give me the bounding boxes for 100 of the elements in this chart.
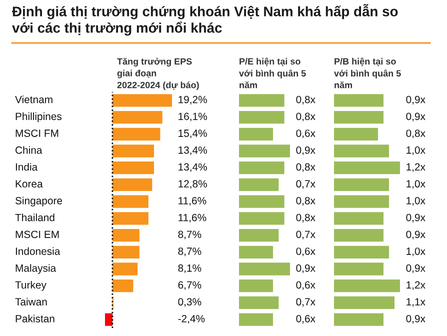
data-label: 6,7% <box>178 281 202 290</box>
data-label: 1,2x <box>406 281 426 290</box>
bar <box>239 195 284 208</box>
bar <box>334 110 384 124</box>
bar <box>239 178 279 192</box>
bar <box>239 262 290 276</box>
data-label: 0,8x <box>296 163 316 172</box>
bar <box>112 94 172 107</box>
bar <box>239 162 284 174</box>
data-label: 0,6x <box>296 281 316 290</box>
data-label: 0,3% <box>178 298 202 307</box>
y-tick-label: Thailand <box>15 214 54 222</box>
bar <box>112 280 134 292</box>
data-label: 0,8x <box>296 96 316 104</box>
data-label: 0,8x <box>296 214 316 222</box>
bar <box>239 212 284 225</box>
data-label: 0,9x <box>406 264 426 274</box>
text: Định giá thị trường chứng khoán Việt Nam khá hấp dẫn so với các thị trường mới nổi khác <box>12 4 398 36</box>
bar <box>334 280 400 292</box>
y-tick-label: Vietnam <box>15 96 52 104</box>
y-tick-label: Taiwan <box>15 298 47 306</box>
data-label: 1,0x <box>406 196 426 206</box>
bar <box>334 162 400 174</box>
data-label: 0,9x <box>406 230 426 240</box>
bar <box>334 313 384 326</box>
bar <box>334 212 384 225</box>
data-label: 8,7% <box>178 230 202 240</box>
y-tick-label: Turkey <box>15 281 46 291</box>
bar <box>112 162 154 174</box>
chart-subtitle: P/B hiện tại so với bình quân 5 năm <box>334 58 401 88</box>
data-label: 12,8% <box>178 180 207 189</box>
bar <box>112 212 148 225</box>
bar <box>239 313 273 326</box>
data-label: 0,7x <box>296 180 316 189</box>
data-label: 11,6% <box>178 214 206 222</box>
y-tick-label: Malaysia <box>16 264 56 274</box>
y-tick-label: MSCI EM <box>16 230 59 238</box>
bar <box>239 296 279 310</box>
y-tick-label: India <box>16 163 38 171</box>
bar <box>334 262 384 276</box>
data-label: 11,6% <box>178 196 206 206</box>
bar <box>112 195 148 208</box>
data-label: 0,7x <box>296 230 316 240</box>
bar <box>239 110 284 124</box>
bar <box>112 178 152 192</box>
y-tick-label: Phillipines <box>16 112 62 122</box>
y-tick-label: Pakistan <box>16 314 54 322</box>
bar <box>334 246 389 258</box>
data-label: 13,4% <box>178 146 207 156</box>
data-label: 0,8x <box>296 112 316 122</box>
data-label: 0,6x <box>296 130 316 138</box>
bar <box>334 94 384 107</box>
data-label: 0,7x <box>296 298 316 307</box>
bar <box>112 128 160 140</box>
data-label: 8,1% <box>178 264 202 274</box>
data-label: -2,4% <box>178 314 205 324</box>
bar <box>334 128 378 140</box>
bar <box>334 178 389 192</box>
data-label: 13,4% <box>178 163 207 172</box>
bar <box>112 144 154 158</box>
data-label: 1,0x <box>406 248 426 256</box>
data-label: 0,6x <box>296 248 316 256</box>
bar <box>112 262 138 276</box>
bar <box>105 313 112 326</box>
data-label: 0,9x <box>296 146 316 156</box>
data-label: 0,9x <box>406 112 426 122</box>
data-label: 0,9x <box>406 214 426 222</box>
data-label: 0,8x <box>296 196 316 206</box>
y-tick-label: Korea <box>16 180 43 188</box>
chart-subtitle: Tăng trưởng EPS giai đoạn 2022-2024 (dự báo) <box>117 58 199 90</box>
data-label: 1,0x <box>406 146 426 156</box>
bar <box>239 280 273 292</box>
bar <box>112 110 162 124</box>
data-label: 1,2x <box>406 163 426 172</box>
bar <box>239 228 279 242</box>
data-label: 0,9x <box>406 96 426 104</box>
bar <box>334 144 389 158</box>
y-tick-label: MSCI FM <box>16 130 58 137</box>
bar <box>112 246 140 258</box>
data-label: 8,7% <box>178 248 202 256</box>
data-label: 1,0x <box>406 180 426 189</box>
bar <box>239 94 284 107</box>
y-tick-label: Singapore <box>15 196 62 206</box>
data-label: 19,2% <box>178 96 207 104</box>
bar <box>334 195 389 208</box>
data-label: 1,1x <box>406 298 426 307</box>
y-tick-label: Indonesia <box>16 247 60 255</box>
bar <box>239 144 290 158</box>
bar <box>334 296 394 310</box>
bar <box>112 228 140 242</box>
bar <box>334 228 384 242</box>
data-label: 0,9x <box>296 264 316 274</box>
data-label: 0,8x <box>406 130 426 138</box>
data-label: 16,1% <box>178 112 207 122</box>
y-tick-label: China <box>16 146 42 154</box>
data-label: 0,6x <box>296 314 316 324</box>
data-label: 0,9x <box>406 314 426 324</box>
bar <box>239 128 273 140</box>
bar <box>239 246 273 258</box>
data-label: 15,4% <box>178 130 207 138</box>
